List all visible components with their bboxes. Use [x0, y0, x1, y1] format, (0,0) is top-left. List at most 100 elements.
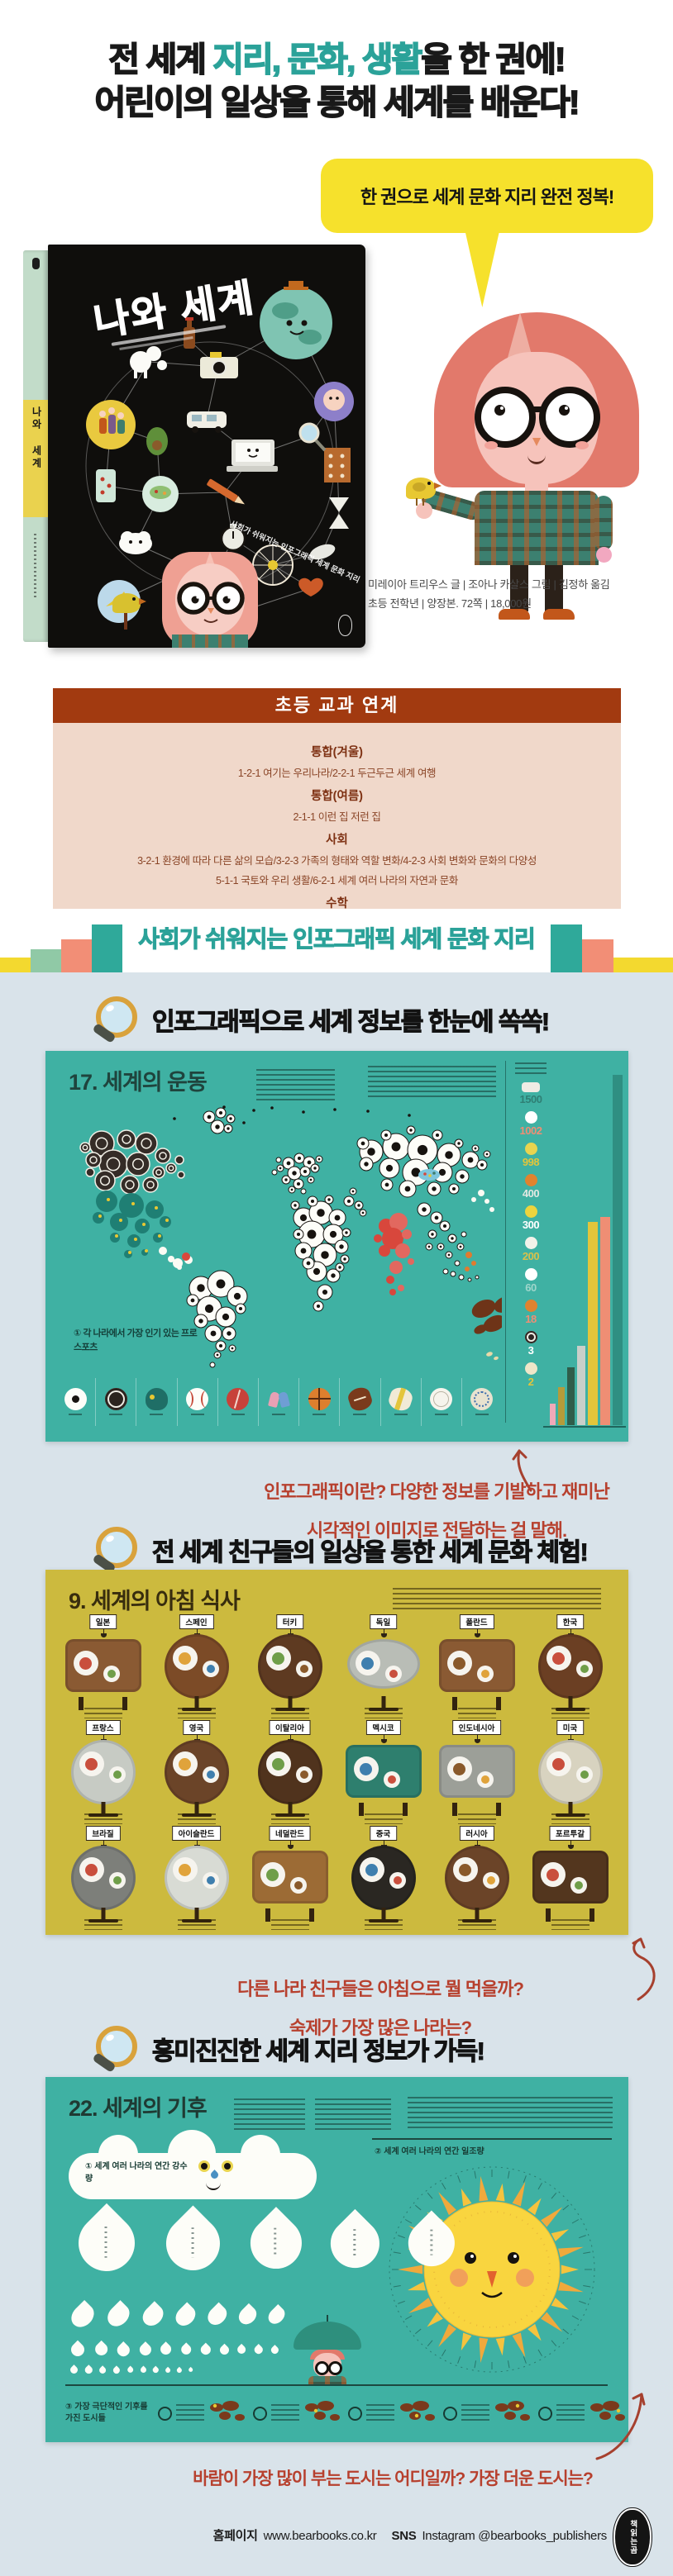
table-leg: [101, 1908, 105, 1920]
shuttlecock-icon: [524, 1237, 537, 1249]
breakfast-table: 포르투갈: [526, 1826, 614, 1930]
tennis-icon: [524, 1205, 537, 1218]
character-girl: [406, 274, 657, 620]
country-label: 독일: [369, 1614, 398, 1629]
tabletop: [70, 1846, 136, 1910]
table-leg: [288, 1696, 292, 1709]
mini-world-map: [208, 2399, 246, 2428]
spread-breakfast-title: 9. 세계의 아침 식사: [69, 1589, 241, 1614]
raindrop: [115, 2341, 132, 2359]
hockey-puck-icon: [104, 1387, 127, 1410]
table-caption: [364, 1708, 403, 1718]
caption-breakfast-line1: 다른 나라 친구들은 아침으로 뭘 먹을까?: [237, 1979, 524, 1999]
plate: [384, 1666, 402, 1682]
credits-line1: 미레이아 트리우스 글 | 조아나 카살스 그림 | 김정하 옮김: [368, 578, 610, 591]
footer-sns-value[interactable]: Instagram @bearbooks_publishers: [422, 2529, 607, 2543]
legend-item: 300: [512, 1205, 550, 1231]
sport-cell: [217, 1378, 258, 1426]
table-leg: [79, 1697, 84, 1710]
breakfast-table: 중국: [339, 1826, 427, 1930]
breakfast-row: 브라질 아이슬란드 네덜란드 중국 러시아 포르투갈: [59, 1826, 614, 1930]
caption-breakfast-line2: 숙제가 가장 많은 나라는?: [289, 2018, 472, 2039]
raindrop: [68, 2365, 79, 2376]
food: [574, 1881, 583, 1889]
country-label: 미국: [556, 1720, 585, 1735]
bird-wing: [413, 482, 426, 492]
girl-cheek: [484, 441, 498, 449]
weather-icon: [443, 2406, 457, 2421]
legend-item: 60: [512, 1268, 550, 1294]
extreme-city-item: [443, 2399, 532, 2428]
legend-value: 2: [527, 1376, 534, 1388]
girl-left-shoe: [499, 609, 530, 620]
table-caption: [270, 1813, 309, 1824]
extreme-city-text: [461, 2404, 489, 2422]
table-leg: [546, 1908, 551, 1922]
sport-label: [434, 1413, 448, 1417]
curriculum-subject: 통합(여름): [310, 790, 364, 803]
food: [272, 1652, 284, 1665]
plate: [446, 1651, 472, 1675]
legend-item: 200: [512, 1237, 550, 1262]
plate: [476, 1771, 494, 1788]
sport-label: [394, 1413, 408, 1417]
headline-line1-post: 을 한 권에!: [420, 40, 566, 79]
bar-decoration: [92, 924, 122, 972]
baseball-icon: [186, 1387, 209, 1410]
plate: [482, 1872, 499, 1889]
plate: [73, 1651, 98, 1675]
breakfast-table: 영국: [152, 1720, 241, 1824]
tabletop: [164, 1634, 229, 1699]
divider: [65, 2384, 608, 2386]
mini-world-map: [494, 2399, 532, 2428]
sport-label: [150, 1413, 164, 1417]
table-caption: [270, 1708, 309, 1718]
footer-home-url[interactable]: www.bearbooks.co.kr: [263, 2529, 377, 2543]
table-caption: [84, 1919, 122, 1930]
legend-value: 998: [522, 1156, 540, 1168]
food: [206, 1770, 215, 1779]
table-leg: [309, 1908, 314, 1922]
legend-value: 1500: [519, 1093, 542, 1105]
table-caption: [84, 1708, 122, 1718]
food: [206, 1876, 215, 1884]
raindrop: [240, 2207, 313, 2279]
bar: [613, 1075, 623, 1425]
sport-label: [231, 1413, 245, 1417]
car-icon: [522, 1082, 540, 1092]
food: [387, 1775, 396, 1784]
rugby-icon: [386, 1384, 415, 1414]
table-leg: [101, 1802, 105, 1814]
table-caption: [551, 1813, 589, 1824]
food: [365, 1863, 378, 1876]
breakfast-table: 멕시코: [339, 1720, 427, 1824]
bar-decoration: [613, 958, 673, 972]
table-leg: [568, 1696, 572, 1709]
plate: [108, 1766, 126, 1783]
cloud-eye: [201, 2163, 208, 2170]
section-heading-2-text: 전 세계 친구들의 일상을 통한 세계 문화 체험!: [151, 1538, 589, 1566]
country-label: 네덜란드: [269, 1826, 311, 1841]
plate: [540, 1862, 566, 1887]
table-caption: [551, 1919, 589, 1930]
cloud-body: [69, 2153, 317, 2199]
plate: [172, 1857, 198, 1882]
raindrop-row: [68, 2340, 280, 2360]
food: [112, 1770, 122, 1779]
sports-legend: 1500 1002 998 400 300 200 60 18 3 2: [512, 1062, 550, 1394]
extreme-city-item: [538, 2399, 627, 2428]
sport-label: [313, 1413, 327, 1417]
legend-item: 18: [512, 1300, 550, 1325]
curriculum-subject: 사회: [326, 834, 348, 847]
country-label: 한국: [556, 1614, 585, 1629]
plate: [570, 1877, 587, 1894]
raindrop: [112, 2365, 122, 2375]
annotation-arrow: [512, 1449, 532, 1492]
table-leg: [496, 1697, 501, 1710]
country-label: 인도네시아: [451, 1720, 502, 1735]
bar-decoration: [31, 949, 61, 972]
sport-label: [69, 1413, 83, 1417]
tabletop: [537, 1634, 603, 1699]
cloud-smile: [206, 2181, 221, 2190]
